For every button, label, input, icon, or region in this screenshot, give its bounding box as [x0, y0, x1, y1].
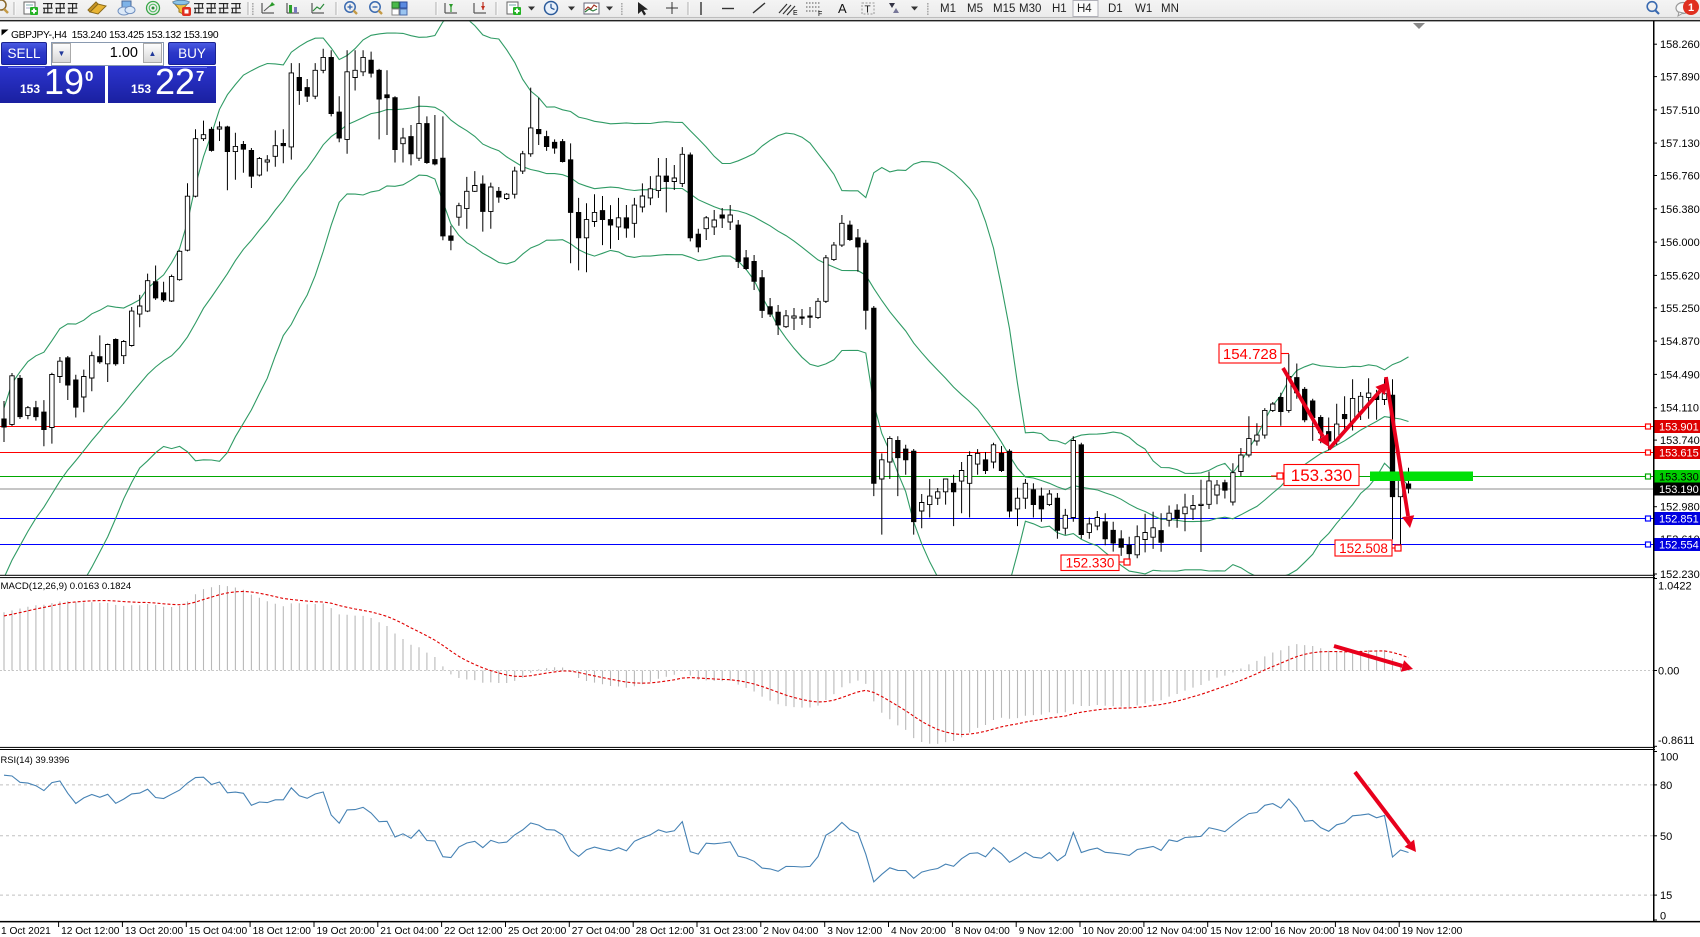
svg-text:2 Nov 04:00: 2 Nov 04:00	[763, 926, 818, 937]
svg-text:MN: MN	[1161, 3, 1179, 15]
svg-text:13 Oct 20:00: 13 Oct 20:00	[125, 926, 184, 937]
svg-text:156.760: 156.760	[1660, 171, 1700, 183]
svg-text:19 Nov 12:00: 19 Nov 12:00	[1402, 926, 1463, 937]
svg-text:15 Oct 04:00: 15 Oct 04:00	[189, 926, 248, 937]
svg-text:156.380: 156.380	[1660, 204, 1700, 216]
svg-text:M30: M30	[1019, 3, 1041, 15]
svg-text:RSI(14) 39.9396: RSI(14) 39.9396	[1, 754, 70, 765]
svg-text:152.508: 152.508	[1339, 541, 1388, 556]
svg-text:1: 1	[1688, 2, 1694, 14]
svg-text:W1: W1	[1135, 3, 1152, 15]
svg-text:12 Oct 12:00: 12 Oct 12:00	[61, 926, 120, 937]
svg-text:T: T	[865, 5, 871, 16]
svg-text:153.615: 153.615	[1659, 448, 1699, 460]
svg-text:157.890: 157.890	[1660, 72, 1700, 84]
svg-text:15: 15	[1660, 890, 1672, 902]
svg-text:0: 0	[1660, 911, 1666, 923]
svg-text:18 Nov 04:00: 18 Nov 04:00	[1338, 926, 1399, 937]
svg-text:GBPJPY-,H4 153.240 153.425 15: GBPJPY-,H4 153.240 153.425 153.132 153.1…	[11, 30, 219, 41]
svg-text:0.00: 0.00	[1658, 666, 1679, 678]
svg-text:M1: M1	[940, 3, 956, 15]
svg-text:28 Oct 12:00: 28 Oct 12:00	[636, 926, 695, 937]
svg-text:M15: M15	[993, 3, 1015, 15]
svg-text:21 Oct 04:00: 21 Oct 04:00	[380, 926, 439, 937]
svg-text:155.620: 155.620	[1660, 270, 1700, 282]
svg-text:152.230: 152.230	[1660, 569, 1700, 581]
svg-text:D1: D1	[1108, 3, 1123, 15]
svg-text:153.901: 153.901	[1659, 422, 1699, 434]
svg-text:50: 50	[1660, 831, 1672, 843]
svg-text:154.490: 154.490	[1660, 369, 1700, 381]
svg-text:27 Oct 04:00: 27 Oct 04:00	[572, 926, 631, 937]
svg-text:19 Oct 20:00: 19 Oct 20:00	[317, 926, 376, 937]
svg-text:153.330: 153.330	[1291, 466, 1352, 485]
svg-text:152.980: 152.980	[1660, 502, 1700, 514]
svg-text:153.740: 153.740	[1660, 435, 1700, 447]
svg-text:E: E	[793, 10, 798, 17]
svg-text:A: A	[838, 1, 847, 16]
svg-text:100: 100	[1660, 752, 1678, 764]
svg-text:155.250: 155.250	[1660, 303, 1700, 315]
svg-text:31 Oct 23:00: 31 Oct 23:00	[700, 926, 759, 937]
svg-text:8 Nov 04:00: 8 Nov 04:00	[955, 926, 1010, 937]
svg-text:18 Oct 12:00: 18 Oct 12:00	[253, 926, 312, 937]
svg-text:4 Nov 20:00: 4 Nov 20:00	[891, 926, 946, 937]
svg-text:H1: H1	[1052, 3, 1067, 15]
svg-text:158.260: 158.260	[1660, 39, 1700, 51]
svg-text:-0.8611: -0.8611	[1658, 735, 1695, 747]
svg-text:80: 80	[1660, 780, 1672, 792]
svg-text:15 Nov 12:00: 15 Nov 12:00	[1210, 926, 1271, 937]
svg-text:153.330: 153.330	[1659, 472, 1699, 484]
svg-text:157.510: 157.510	[1660, 105, 1700, 117]
svg-text:10 Nov 20:00: 10 Nov 20:00	[1083, 926, 1144, 937]
svg-text:F: F	[818, 11, 822, 18]
svg-text:156.000: 156.000	[1660, 237, 1700, 249]
svg-text:M5: M5	[967, 3, 983, 15]
svg-text:MACD(12,26,9) 0.0163 0.1824: MACD(12,26,9) 0.0163 0.1824	[1, 581, 132, 592]
svg-text:154.110: 154.110	[1660, 403, 1699, 415]
svg-text:1 Oct 2021: 1 Oct 2021	[1, 926, 51, 937]
svg-text:3 Nov 12:00: 3 Nov 12:00	[827, 926, 882, 937]
svg-text:22 Oct 12:00: 22 Oct 12:00	[444, 926, 503, 937]
svg-text:153.190: 153.190	[1659, 484, 1699, 496]
svg-text:152.851: 152.851	[1659, 514, 1699, 526]
svg-text:1.0422: 1.0422	[1658, 580, 1692, 592]
svg-text:157.130: 157.130	[1660, 138, 1700, 150]
svg-text:154.870: 154.870	[1660, 336, 1700, 348]
svg-text:154.728: 154.728	[1223, 346, 1277, 363]
svg-text:9 Nov 12:00: 9 Nov 12:00	[1019, 926, 1074, 937]
svg-text:16 Nov 20:00: 16 Nov 20:00	[1274, 926, 1335, 937]
svg-text:25 Oct 20:00: 25 Oct 20:00	[508, 926, 567, 937]
svg-text:152.330: 152.330	[1066, 556, 1115, 571]
svg-text:H4: H4	[1077, 3, 1092, 15]
svg-text:12 Nov 04:00: 12 Nov 04:00	[1146, 926, 1207, 937]
svg-text:152.554: 152.554	[1659, 540, 1699, 552]
